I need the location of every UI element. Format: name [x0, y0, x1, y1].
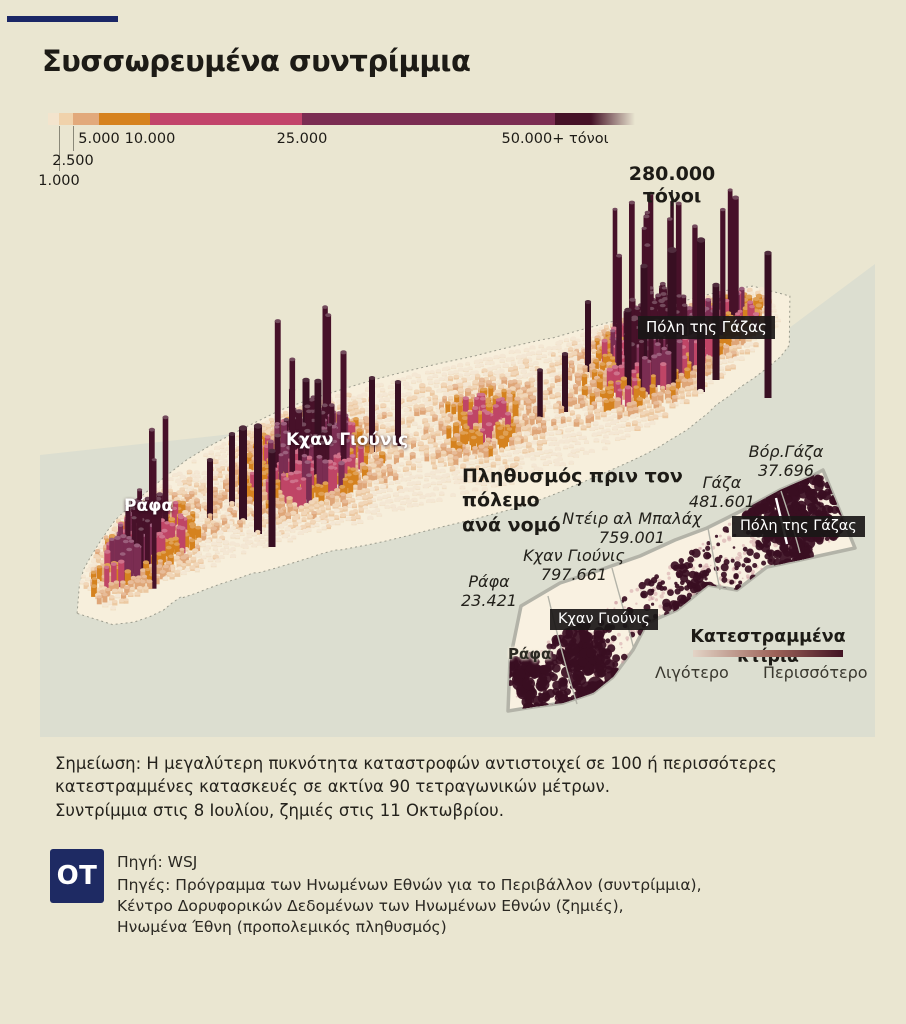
note-line: κατεστραμμένες κατασκευές σε ακτίνα 90 τ… — [55, 777, 611, 797]
district-name: Ντέιρ αλ Μπαλάχ — [562, 509, 702, 528]
peak-annotation: 280.000 τόνοι — [628, 163, 716, 207]
map-label-khan-younis: Κχαν Γιούνις — [286, 430, 409, 450]
inset-title: Πληθυσμός πριν τον πόλεμο ανά νομό — [462, 464, 732, 537]
page-title: Συσσωρευμένα συντρίμμια — [42, 44, 471, 78]
map-label-rafah: Ράφα — [124, 496, 174, 516]
legend-segment-5 — [302, 113, 555, 125]
inset-title-line1: Πληθυσμός πριν τον πόλεμο — [462, 465, 683, 512]
legend-tick-label: 50.000+ τόνοι — [501, 131, 609, 147]
source-line: Ηνωμένα Έθνη (προπολεμικός πληθυσμός) — [117, 917, 447, 936]
inset-label-rafah: Ράφα — [508, 645, 552, 663]
legend-segment-0 — [48, 113, 59, 125]
district-population: 481.601 — [688, 491, 756, 511]
legend-tick-label: 1.000 — [38, 173, 80, 189]
source-primary: Πηγή: WSJ — [117, 853, 198, 871]
damage-legend-less: Λιγότερο — [655, 663, 729, 682]
district-population: 23.421 — [461, 590, 517, 610]
district-population: 37.696 — [758, 460, 814, 480]
district-name: Κχαν Γιούνις — [523, 546, 625, 565]
damage-legend-gradient — [693, 650, 843, 657]
source-line: Πηγές: Πρόγραμμα των Ηνωμένων Εθνών για … — [117, 876, 702, 894]
source-lines: Πηγές: Πρόγραμμα των Ηνωμένων Εθνών για … — [117, 875, 702, 937]
legend-tick-label: 10.000 — [124, 131, 176, 147]
district-population: 759.001 — [598, 527, 666, 547]
district-population: 797.661 — [540, 564, 608, 584]
inset-title-line2: ανά νομό — [462, 513, 561, 536]
inset-label-gaza-city: Πόλη της Γάζας — [732, 516, 865, 537]
legend-tick-label: 5.000 — [78, 131, 120, 147]
population-label-gaza: Γάζα 481.601 — [652, 473, 792, 511]
note-line: Συντρίμμια στις 8 Ιουλίου, ζημιές στις 1… — [55, 800, 504, 820]
inset-label-khan-younis: Κχαν Γιούνις — [550, 609, 658, 630]
legend-tick-line — [59, 126, 60, 171]
note-line: Σημείωση: Η μεγαλύτερη πυκνότητα καταστρ… — [55, 754, 777, 773]
population-label-rafah: Ράφα 23.421 — [419, 572, 559, 610]
legend-segment-1 — [59, 113, 73, 125]
legend-segment-2 — [73, 113, 99, 125]
district-name: Ράφα — [468, 572, 510, 591]
population-label-north-gaza: Βόρ.Γάζα 37.696 — [716, 442, 856, 480]
brand-bar — [7, 16, 118, 22]
legend-tick-label: 25.000 — [276, 131, 328, 147]
population-label-khan-younis: Κχαν Γιούνις 797.661 — [504, 546, 644, 584]
legend-segment-3 — [99, 113, 150, 125]
debris-scale-legend — [48, 113, 635, 125]
map-label-gaza-city: Πόλη της Γάζας — [638, 316, 775, 339]
damage-legend-title: Κατεστραμμένα κτίρια — [690, 627, 846, 667]
legend-tick-line — [73, 126, 74, 151]
ot-logo: OT — [50, 849, 104, 903]
note-text: Σημείωση: Η μεγαλύτερη πυκνότητα καταστρ… — [55, 752, 865, 822]
legend-segment-4 — [150, 113, 302, 125]
source-line: Κέντρο Δορυφορικών Δεδομένων των Ηνωμένω… — [117, 896, 624, 915]
legend-segment-6 — [555, 113, 635, 125]
damage-legend-more: Περισσότερο — [763, 663, 868, 682]
district-name: Βόρ.Γάζα — [748, 442, 824, 461]
district-name: Γάζα — [702, 473, 742, 492]
legend-tick-label: 2.500 — [52, 153, 94, 169]
population-label-deir-al-balah: Ντέιρ αλ Μπαλάχ 759.001 — [551, 509, 713, 547]
